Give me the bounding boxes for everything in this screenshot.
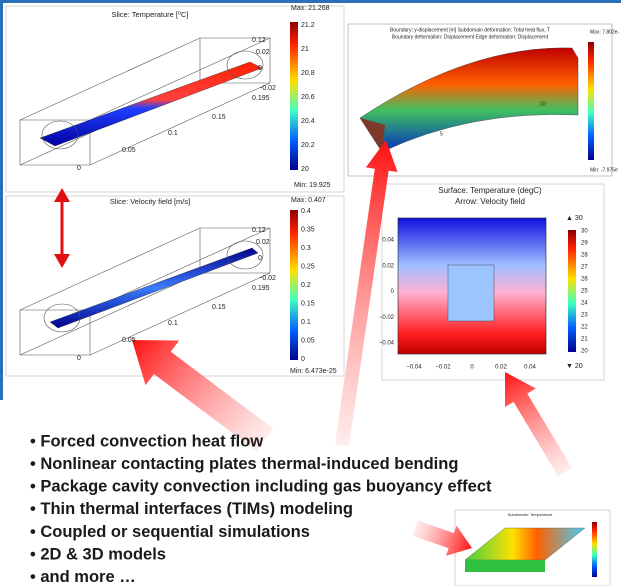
label: 0.02 <box>382 263 394 269</box>
bullet-item: • Coupled or sequential simulations <box>30 523 310 541</box>
label: 27 <box>581 265 588 271</box>
temperature-panel: Slice: Temperature [⁰C] <box>5 5 345 193</box>
label: 22 <box>581 325 588 331</box>
label: 0 <box>391 289 395 295</box>
label: 0.05 <box>122 337 136 344</box>
label: 0.195 <box>252 285 270 292</box>
label: 20.4 <box>301 118 315 125</box>
label: 20.8 <box>301 70 315 77</box>
bullet-item: • Package cavity convection including ga… <box>30 478 492 496</box>
label: 0 <box>258 65 262 72</box>
label: ▼ 20 <box>566 363 583 370</box>
label: 25 <box>581 289 588 295</box>
label: 0.15 <box>212 114 226 121</box>
label: 0.35 <box>301 226 315 233</box>
arrow <box>412 520 472 556</box>
label: 0.2 <box>301 282 311 289</box>
arrows <box>54 140 572 556</box>
label: 5 <box>440 131 443 137</box>
thumbnail-title: Subdomain: Temperature <box>508 512 554 517</box>
label: Max: 0.407 <box>291 197 326 204</box>
label: 0.12 <box>252 37 266 44</box>
label: Min: 19.925 <box>294 182 331 189</box>
label: 0.04 <box>382 238 394 244</box>
label: 0.05 <box>301 337 315 344</box>
label: ▲ 30 <box>566 215 583 222</box>
bullet-item: • and more … <box>30 568 136 586</box>
label: 20 <box>301 166 309 173</box>
label: 0 <box>470 365 474 371</box>
label: 29 <box>581 241 588 247</box>
label: 21 <box>581 337 588 343</box>
panel-title: Boundary: y-displacement [m] Subdomain d… <box>390 27 550 33</box>
label: −0.04 <box>406 365 422 371</box>
top-border <box>0 0 621 3</box>
label: −0.04 <box>379 341 395 347</box>
label: 23 <box>581 313 588 319</box>
label: 21 <box>301 46 309 53</box>
label: 20 <box>581 349 588 355</box>
label: 0.1 <box>168 130 178 137</box>
cavity-panel: Surface: Temperature (degC) Arrow: Veloc… <box>381 183 605 381</box>
label: 0.02 <box>256 239 270 246</box>
label: 0.15 <box>301 300 315 307</box>
label: -0.02 <box>260 85 276 92</box>
bullet-item: • 2D & 3D models <box>30 545 166 563</box>
arrow <box>505 372 572 477</box>
arrow-head <box>54 254 70 268</box>
label: −0.02 <box>435 365 451 371</box>
label: -0.02 <box>260 275 276 282</box>
label: 0 <box>77 355 81 362</box>
label: Min: 6.473e-25 <box>290 368 337 375</box>
label: 0.4 <box>301 208 311 215</box>
bullet-item: • Thin thermal interfaces (TIMs) modelin… <box>30 500 353 518</box>
label: 0.04 <box>524 365 536 371</box>
label: 0 <box>258 255 262 262</box>
label: 0 <box>77 165 81 172</box>
arrow <box>335 140 398 446</box>
arrow <box>132 340 274 452</box>
panel-title: Boundary deformation: Displacement Edge … <box>392 34 549 40</box>
deformation-panel: Boundary: y-displacement [m] Subdomain d… <box>347 23 613 177</box>
label: 0.1 <box>301 319 311 326</box>
label: 0 <box>301 356 305 363</box>
label: 28 <box>581 253 588 259</box>
label: Min: -7.975e <box>590 167 618 173</box>
left-border <box>0 0 3 400</box>
label: 0.3 <box>301 245 311 252</box>
label: 0.195 <box>252 95 270 102</box>
bullet-item: • Nonlinear contacting plates thermal-in… <box>30 455 458 473</box>
label: Max: 7.802e- <box>590 29 620 35</box>
panel-title: Arrow: Velocity field <box>455 197 525 206</box>
label: 0.1 <box>168 320 178 327</box>
label: 0.25 <box>301 263 315 270</box>
labels: Max: 21.268 21.2 21 20.8 20.6 20.4 20.2 20 Min: … <box>30 5 620 586</box>
label: Max: 21.268 <box>291 5 330 12</box>
label: 10 <box>540 101 546 107</box>
label: 0.12 <box>252 227 266 234</box>
panel-title: Slice: Velocity field [m/s] <box>110 197 190 206</box>
label: 0.02 <box>256 49 270 56</box>
bullet-item: • Forced convection heat flow <box>30 432 263 450</box>
label: 20.2 <box>301 142 315 149</box>
arrow-head <box>54 188 70 202</box>
label: 30 <box>581 229 588 235</box>
label: 0.15 <box>212 304 226 311</box>
thumbnail: Subdomain: Temperature <box>454 509 611 586</box>
label: 20.6 <box>301 94 315 101</box>
velocity-panel: Slice: Velocity field [m/s] <box>5 195 345 377</box>
label: 0.05 <box>122 147 136 154</box>
label: 24 <box>581 301 588 307</box>
panel-title: Surface: Temperature (degC) <box>438 186 542 195</box>
label: −0.02 <box>379 315 395 321</box>
panel-title: Slice: Temperature [⁰C] <box>111 10 188 19</box>
label: 21.2 <box>301 22 315 29</box>
label: 26 <box>581 277 588 283</box>
label: 0.02 <box>495 365 507 371</box>
